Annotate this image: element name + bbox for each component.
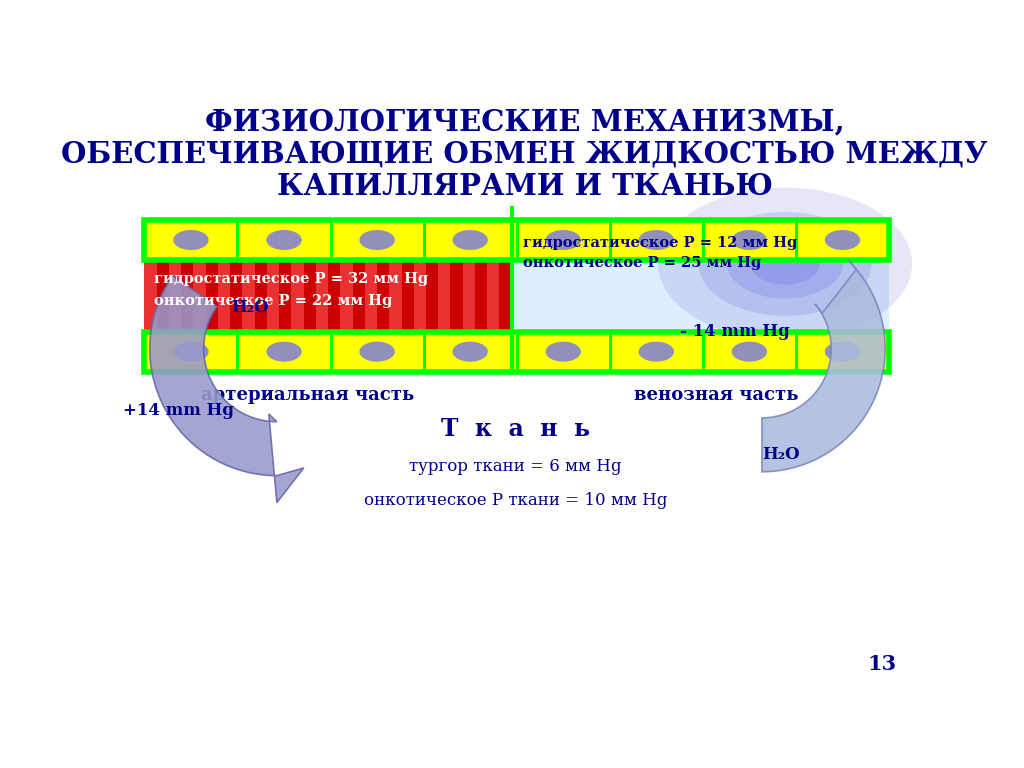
Bar (238, 332, 331, 372)
Bar (414, 260, 426, 332)
Bar (365, 260, 377, 332)
Text: +14 mm Hg: +14 mm Hg (123, 402, 233, 419)
Ellipse shape (727, 229, 843, 299)
Text: тургор ткани = 6 мм Hg: тургор ткани = 6 мм Hg (410, 458, 622, 475)
Text: КАПИЛЛЯРАМИ И ТКАНЬЮ: КАПИЛЛЯРАМИ И ТКАНЬЮ (276, 171, 773, 200)
Ellipse shape (658, 187, 912, 340)
Ellipse shape (359, 342, 395, 362)
Polygon shape (762, 260, 885, 472)
Bar (331, 332, 424, 372)
Ellipse shape (359, 230, 395, 250)
Bar (702, 332, 796, 372)
Bar (331, 220, 424, 260)
Bar (517, 220, 609, 260)
Ellipse shape (639, 230, 674, 250)
Ellipse shape (698, 212, 871, 316)
Bar (463, 260, 475, 332)
Ellipse shape (732, 230, 767, 250)
Bar (424, 332, 517, 372)
Bar (144, 220, 238, 260)
Text: ФИЗИОЛОГИЧЕСКИЕ МЕХАНИЗМЫ,: ФИЗИОЛОГИЧЕСКИЕ МЕХАНИЗМЫ, (205, 107, 845, 136)
Text: ОБЕСПЕЧИВАЮЩИЕ ОБМЕН ЖИДКОСТЬЮ МЕЖДУ: ОБЕСПЕЧИВАЮЩИЕ ОБМЕН ЖИДКОСТЬЮ МЕЖДУ (61, 139, 988, 168)
Text: артериальная часть: артериальная часть (201, 386, 415, 404)
Bar (267, 260, 280, 332)
Bar (218, 260, 230, 332)
Bar (796, 332, 889, 372)
Text: Т  к  а  н  ь: Т к а н ь (441, 418, 590, 442)
Ellipse shape (546, 342, 581, 362)
Bar (796, 220, 889, 260)
Ellipse shape (266, 230, 302, 250)
Ellipse shape (732, 342, 767, 362)
Bar (238, 220, 331, 260)
Bar (194, 260, 206, 332)
Bar (315, 260, 328, 332)
Text: венозная часть: венозная часть (634, 386, 798, 404)
Text: онкотическое Р = 25 мм Hg: онкотическое Р = 25 мм Hg (523, 256, 762, 270)
Text: 13: 13 (867, 654, 897, 674)
Bar (424, 220, 517, 260)
Bar (438, 260, 451, 332)
Bar (702, 220, 796, 260)
Bar (144, 220, 889, 260)
Bar (169, 260, 181, 332)
Text: гидростатическое Р = 12 мм Hg: гидростатическое Р = 12 мм Hg (523, 236, 798, 250)
Ellipse shape (824, 230, 860, 250)
Bar (609, 332, 702, 372)
Ellipse shape (751, 243, 819, 285)
Bar (512, 260, 889, 332)
Bar (144, 260, 157, 332)
Bar (487, 260, 500, 332)
Bar (340, 260, 352, 332)
Bar (389, 260, 401, 332)
Polygon shape (150, 276, 304, 502)
Text: - 14 mm Hg: - 14 mm Hg (680, 323, 790, 340)
Bar (517, 332, 609, 372)
Bar (609, 220, 702, 260)
Ellipse shape (453, 230, 487, 250)
Ellipse shape (453, 342, 487, 362)
Text: онкотическое Р = 22 мм Hg: онкотическое Р = 22 мм Hg (154, 294, 392, 308)
Bar (144, 260, 512, 332)
Text: H₂O: H₂O (231, 300, 268, 316)
Bar (144, 332, 889, 372)
Bar (292, 260, 303, 332)
Text: онкотическое Р ткани = 10 мм Hg: онкотическое Р ткани = 10 мм Hg (364, 492, 668, 508)
Bar (243, 260, 255, 332)
Text: H₂O: H₂O (763, 445, 800, 462)
Bar (144, 332, 889, 372)
Ellipse shape (546, 230, 581, 250)
Ellipse shape (266, 342, 302, 362)
Text: гидростатическое Р = 32 мм Hg: гидростатическое Р = 32 мм Hg (154, 273, 428, 286)
Ellipse shape (824, 342, 860, 362)
Bar (144, 332, 238, 372)
Ellipse shape (173, 230, 209, 250)
Ellipse shape (639, 342, 674, 362)
Bar (144, 220, 889, 260)
Ellipse shape (173, 342, 209, 362)
